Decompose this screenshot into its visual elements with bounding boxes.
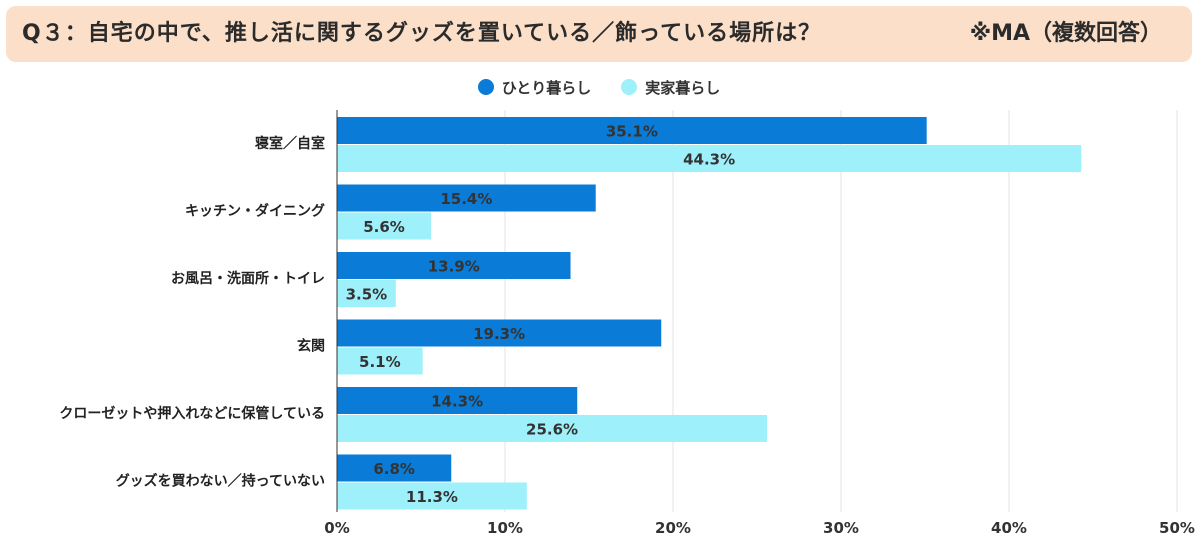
category-label: 玄関 — [297, 338, 325, 355]
x-tick-label: 50% — [1159, 519, 1195, 537]
x-tick-label: 10% — [487, 519, 523, 537]
category-label: キッチン・ダイニング — [185, 203, 325, 220]
x-tick-label: 40% — [991, 519, 1027, 537]
category-label: 寝室／自室 — [255, 135, 325, 152]
legend-label-series-1: ひとり暮らし — [501, 78, 592, 97]
x-tick-label: 20% — [655, 519, 691, 537]
legend-item-series-2: 実家暮らし — [621, 77, 720, 98]
bar-series-1 — [337, 252, 571, 279]
data-label: 5.6% — [363, 218, 405, 236]
bar-series-2 — [337, 280, 396, 307]
bar-series-2 — [337, 482, 527, 510]
category-label: グッズを買わない／持っていない — [116, 473, 325, 490]
legend-swatch-series-2 — [621, 79, 638, 95]
data-label: 15.4% — [440, 190, 492, 208]
data-label: 11.3% — [406, 488, 458, 506]
legend-label-series-2: 実家暮らし — [645, 78, 721, 97]
bar-series-1 — [337, 454, 452, 482]
data-label: 13.9% — [428, 258, 480, 276]
bar-series-2 — [337, 212, 432, 240]
data-label: 3.5% — [346, 286, 388, 304]
bar-series-1 — [337, 117, 927, 144]
data-label: 35.1% — [606, 123, 658, 141]
chart-note: ※MA（複数回答） — [969, 21, 1162, 46]
chart-title: Q３：自宅の中で、推し活に関するグッズを置いている／飾っている場所は？ — [22, 21, 822, 46]
data-label: 6.8% — [373, 460, 415, 478]
title-banner: Q３：自宅の中で、推し活に関するグッズを置いている／飾っている場所は？ ※MA（… — [6, 6, 1192, 62]
legend-item-series-1: ひとり暮らし — [477, 77, 592, 98]
legend: ひとり暮らし 実家暮らし — [0, 76, 1198, 98]
data-label: 19.3% — [473, 325, 525, 343]
bar-series-1 — [337, 319, 662, 347]
data-label: 5.1% — [359, 353, 401, 371]
x-tick-label: 30% — [823, 519, 859, 537]
category-label: クローゼットや押入れなどに保管している — [59, 405, 325, 422]
x-tick-label: 0% — [324, 519, 349, 537]
bar-series-1 — [337, 387, 578, 414]
data-label: 44.3% — [683, 151, 735, 169]
data-label: 25.6% — [526, 421, 578, 439]
data-label: 14.3% — [431, 393, 483, 411]
bar-series-2 — [337, 145, 1082, 172]
bar-series-1 — [337, 184, 596, 212]
category-label: お風呂・洗面所・トイレ — [171, 270, 325, 287]
legend-swatch-series-1 — [477, 79, 494, 95]
bar-series-2 — [337, 415, 768, 442]
bar-series-2 — [337, 347, 423, 375]
